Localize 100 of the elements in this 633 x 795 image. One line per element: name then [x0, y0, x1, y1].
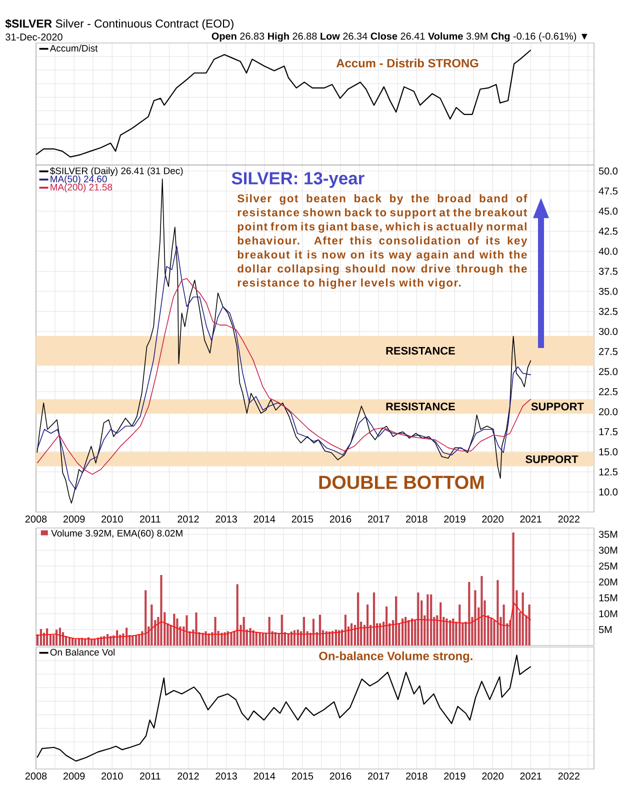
- chart-title: $SILVER Silver - Continuous Contract (EOD): [5, 19, 234, 30]
- annotation: Accum - Distrib STRONG: [336, 58, 478, 68]
- chart-title: SILVER: 13-year: [232, 172, 364, 188]
- bar: [411, 618, 414, 646]
- bar: [402, 618, 404, 646]
- bar: [236, 584, 238, 646]
- x-tick-label: 2014: [254, 516, 276, 523]
- x-tick-label: 2020: [482, 516, 504, 523]
- bar: [46, 628, 48, 646]
- bar: [249, 628, 252, 646]
- x-tick-label: 2010: [102, 772, 123, 780]
- bar: [490, 618, 492, 646]
- bar: [290, 632, 292, 646]
- legend-label: On Balance Vol: [50, 648, 114, 656]
- x-tick-label: 2022: [558, 516, 580, 523]
- x-tick-label: 2011: [140, 772, 160, 780]
- bar: [126, 628, 128, 646]
- y-tick-label: 20M: [599, 578, 618, 586]
- bar: [325, 631, 328, 646]
- bar: [186, 615, 188, 646]
- x-tick-label: 2012: [178, 772, 199, 780]
- bar: [356, 592, 360, 646]
- y-tick-label: 25M: [599, 562, 618, 570]
- x-tick-label: 2012: [178, 516, 199, 523]
- x-tick-label: 2017: [368, 772, 390, 780]
- bar: [287, 633, 290, 646]
- y-tick-label: 30.0: [598, 328, 618, 336]
- bar: [262, 633, 264, 646]
- bar: [458, 604, 461, 646]
- x-tick-label: 2009: [63, 772, 85, 780]
- bar: [195, 612, 198, 646]
- y-tick-label: 17.5: [599, 428, 618, 436]
- bar: [144, 590, 147, 646]
- x-tick-label: 2018: [406, 516, 428, 523]
- x-tick-label: 2021: [520, 516, 542, 523]
- legend-label: MA(200) 21.58: [50, 184, 112, 192]
- x-tick-label: 2015: [292, 516, 314, 523]
- x-tick-label: 2019: [444, 516, 466, 523]
- bar: [90, 639, 93, 646]
- bar: [522, 592, 524, 646]
- y-tick-label: 37.5: [598, 268, 618, 275]
- y-tick-label: 35M: [598, 530, 618, 538]
- bar: [72, 638, 74, 646]
- bar: [496, 580, 499, 646]
- x-tick-label: 2008: [25, 772, 47, 780]
- y-tick-label: 45.0: [598, 208, 618, 215]
- bar: [220, 632, 223, 646]
- bar: [417, 592, 420, 646]
- bar: [226, 631, 229, 646]
- legend-label: Volume 3.92M, EMA(60) 8.02M: [51, 530, 182, 538]
- bar: [449, 620, 452, 646]
- legend-label: $SILVER (Daily) 26.41 (31 Dec): [50, 167, 183, 176]
- bar: [430, 594, 432, 646]
- y-tick-label: 15.0: [599, 448, 618, 456]
- bar: [404, 616, 407, 646]
- y-tick-label: 30M: [598, 546, 618, 554]
- bar: [344, 614, 346, 646]
- y-tick-label: 35.0: [598, 288, 618, 295]
- bar: [296, 630, 299, 646]
- y-tick-label: 27.5: [599, 348, 618, 356]
- bar: [274, 632, 276, 646]
- y-tick-label: 25.0: [599, 368, 618, 376]
- bar: [318, 614, 321, 646]
- bar: [224, 632, 226, 646]
- x-tick-label: 2014: [254, 772, 276, 780]
- bar: [204, 631, 207, 646]
- bar: [40, 628, 42, 646]
- bar: [446, 618, 448, 646]
- bar: [395, 596, 398, 646]
- chart-subtitle: 31-Dec-2020: [6, 34, 62, 41]
- bar: [68, 638, 71, 646]
- bar: [135, 635, 138, 646]
- bar: [386, 606, 388, 646]
- x-tick-label: 2022: [558, 772, 580, 780]
- bar: [366, 604, 369, 646]
- x-tick-label: 2020: [482, 772, 504, 780]
- x-tick-label: 2013: [216, 772, 237, 780]
- bar: [58, 628, 62, 646]
- bar: [268, 616, 270, 646]
- y-tick-label: 22.5: [599, 388, 618, 396]
- bar: [160, 575, 162, 646]
- bar: [480, 576, 483, 646]
- y-tick-label: 50.0: [598, 167, 618, 175]
- bar: [452, 618, 454, 646]
- bar: [372, 592, 376, 646]
- annotation: On-balance Volume strong.: [319, 651, 472, 663]
- x-tick-label: 2018: [406, 772, 428, 780]
- y-tick-label: 12.5: [599, 468, 618, 476]
- y-tick-label: 5M: [598, 626, 612, 634]
- bar: [379, 623, 382, 646]
- bar: [426, 594, 429, 646]
- x-tick-label: 2019: [444, 772, 466, 780]
- bar: [214, 616, 216, 646]
- x-tick-label: 2016: [330, 516, 352, 523]
- x-tick-label: 2008: [25, 516, 47, 523]
- bar: [56, 630, 58, 646]
- text: Open 26.83 High 26.88 Low 26.34 Close 26.41 Volume 3.9M Chg -0.16 (-0.61%) ▼: [212, 32, 588, 42]
- y-tick-label: 20.0: [599, 408, 618, 416]
- bar: [74, 639, 77, 646]
- legend-label: Accum/Dist: [50, 44, 98, 52]
